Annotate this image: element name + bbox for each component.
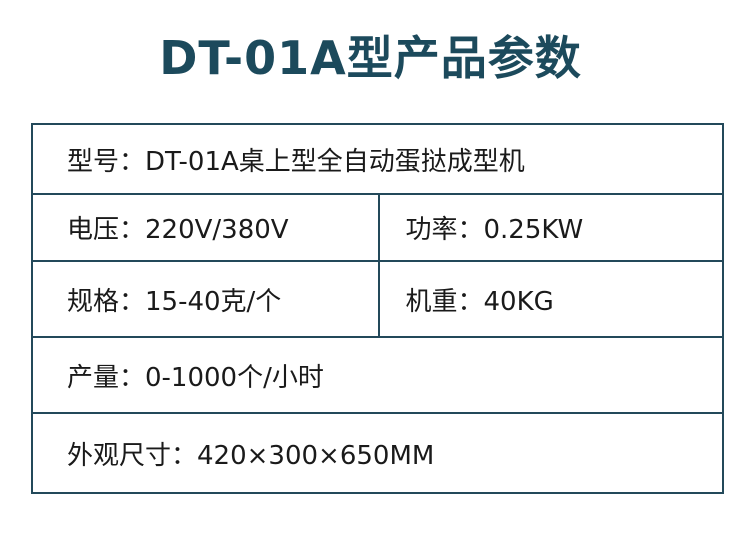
spec-weight: 机重：40KG xyxy=(377,262,723,336)
spec-row-dimensions: 外观尺寸：420×300×650MM xyxy=(33,414,722,492)
spec-table: 型号：DT-01A桌上型全自动蛋挞成型机 电压：220V/380V 功率：0.2… xyxy=(31,123,724,494)
spec-row-size-weight: 规格：15-40克/个 机重：40KG xyxy=(33,262,722,338)
spec-row-model: 型号：DT-01A桌上型全自动蛋挞成型机 xyxy=(33,125,722,195)
spec-dimensions: 外观尺寸：420×300×650MM xyxy=(67,440,435,471)
spec-voltage: 电压：220V/380V xyxy=(67,215,289,245)
spec-portion: 规格：15-40克/个 xyxy=(67,286,282,317)
spec-model: 型号：DT-01A桌上型全自动蛋挞成型机 xyxy=(67,146,525,177)
spec-output: 产量：0-1000个/小时 xyxy=(67,362,324,393)
spec-row-output: 产量：0-1000个/小时 xyxy=(33,338,722,414)
spec-power: 功率：0.25KW xyxy=(377,195,723,260)
page-title: DT-01A型产品参数 xyxy=(159,31,582,85)
spec-row-voltage-power: 电压：220V/380V 功率：0.25KW xyxy=(33,195,722,262)
